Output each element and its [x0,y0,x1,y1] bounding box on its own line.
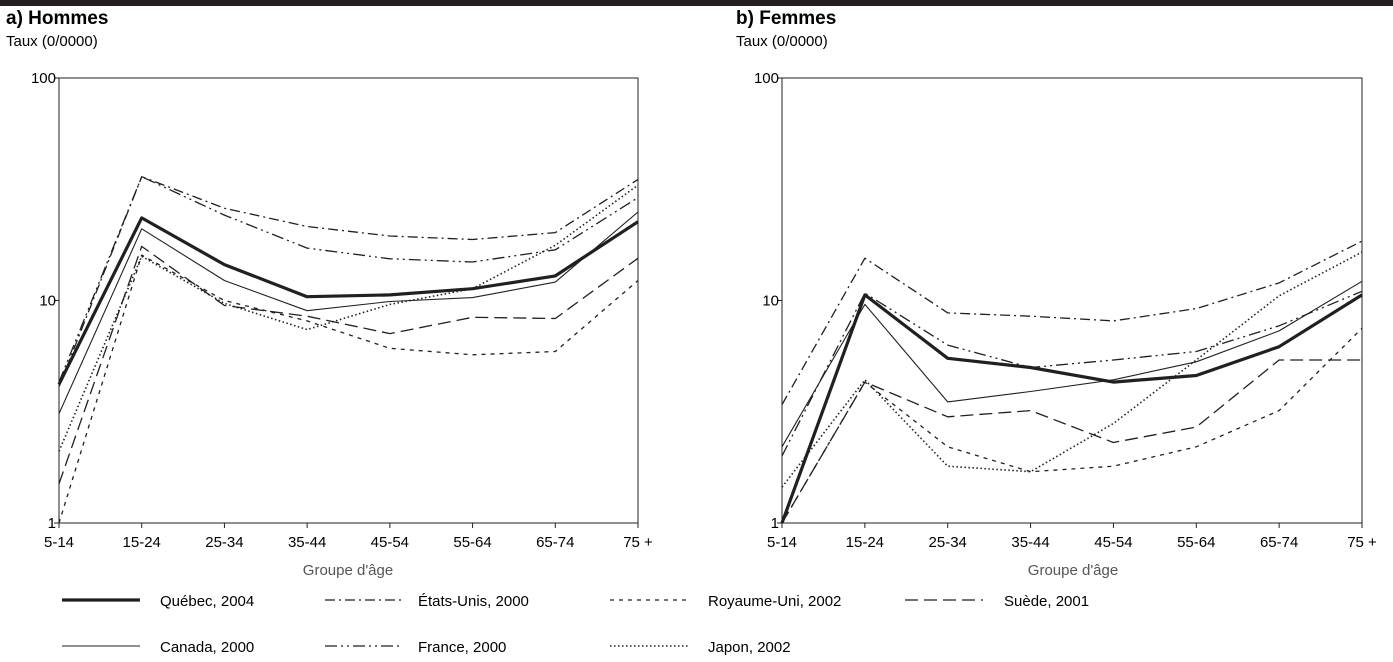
series-line-france-2000 [58,176,639,383]
panel-femmes-title: b) Femmes [736,8,836,29]
panel-femmes-xlabel: Groupe d'âge [1028,562,1118,579]
x-tick-label: 75 + [1347,534,1377,551]
x-tick-label: 45-54 [371,534,409,551]
panel-hommes-yticks: 1 10 100 [31,70,59,532]
series-line-canada-2000 [781,280,1363,448]
series-line-france-2000 [781,290,1363,457]
legend-item-suede-2001: Suède, 2001 [905,593,1089,610]
x-tick-label: 25-34 [929,534,967,551]
legend-label: États-Unis, 2000 [418,593,529,610]
series-line-etats-unis-2000 [58,176,639,387]
panel-femmes-yticks: 1 10 100 [754,70,782,532]
legend-item-france-2000: France, 2000 [325,639,506,656]
y-tick-label: 10 [39,293,56,310]
x-tick-label: 15-24 [846,534,884,551]
legend-item-canada-2000: Canada, 2000 [62,639,254,656]
legend-label: Québec, 2004 [160,593,254,610]
panel-femmes-ylabel: Taux (0/0000) [736,33,828,50]
series-line-suede-2001 [58,245,639,485]
x-tick-label: 25-34 [205,534,243,551]
panel-femmes: b) Femmes Taux (0/0000) 1 10 100 5-14 15-24… [736,8,1377,579]
legend-item-quebec-2004: Québec, 2004 [62,593,254,610]
panel-hommes-series [57,176,639,524]
legend-item-japon-2002: Japon, 2002 [610,639,791,656]
x-tick-label: 5-14 [767,534,797,551]
x-tick-label: 65-74 [536,534,574,551]
panel-hommes-xticks: 5-14 15-24 25-34 35-44 45-54 55-64 65-74 75 + [44,523,653,551]
y-tick-label: 1 [48,515,56,532]
x-tick-label: 75 + [623,534,653,551]
panel-hommes-xlabel: Groupe d'âge [303,562,393,579]
legend-label: Canada, 2000 [160,639,254,656]
legend: Québec, 2004 États-Unis, 2000 Royaume-Uni,… [62,593,1089,656]
panel-femmes-frame [781,77,1363,524]
x-tick-label: 15-24 [123,534,161,551]
series-line-canada-2000 [58,211,639,414]
series-line-japon-2002 [58,184,639,452]
panel-femmes-series [780,240,1363,524]
x-tick-label: 55-64 [453,534,491,551]
panel-hommes-ylabel: Taux (0/0000) [6,33,98,50]
panel-hommes-frame [58,77,639,524]
y-tick-label: 10 [762,293,779,310]
series-line-quebec-2004 [57,216,639,386]
y-tick-label: 100 [754,70,779,87]
x-tick-label: 35-44 [1011,534,1049,551]
legend-label: Japon, 2002 [708,639,791,656]
x-tick-label: 65-74 [1260,534,1298,551]
x-tick-label: 5-14 [44,534,74,551]
series-line-quebec-2004 [780,293,1363,524]
series-line-etats-unis-2000 [781,240,1363,406]
panel-hommes-title: a) Hommes [6,8,108,29]
y-tick-label: 1 [771,515,779,532]
legend-label: Suède, 2001 [1004,593,1089,610]
x-tick-label: 45-54 [1094,534,1132,551]
x-tick-label: 35-44 [288,534,326,551]
legend-label: France, 2000 [418,639,506,656]
legend-item-etats-unis-2000: États-Unis, 2000 [325,593,529,610]
panel-femmes-xticks: 5-14 15-24 25-34 35-44 45-54 55-64 65-74 75 + [767,523,1377,551]
legend-item-royaume-uni-2002: Royaume-Uni, 2002 [610,593,841,610]
series-line-suede-2001 [781,359,1362,524]
series-line-japon-2002 [781,251,1363,488]
y-tick-label: 100 [31,70,56,87]
panel-hommes: a) Hommes Taux (0/0000) 1 10 100 5-14 15-24… [6,8,653,579]
legend-label: Royaume-Uni, 2002 [708,593,841,610]
series-line-royaume-uni-2002 [781,327,1363,524]
top-rule [0,0,1393,6]
x-tick-label: 55-64 [1177,534,1215,551]
